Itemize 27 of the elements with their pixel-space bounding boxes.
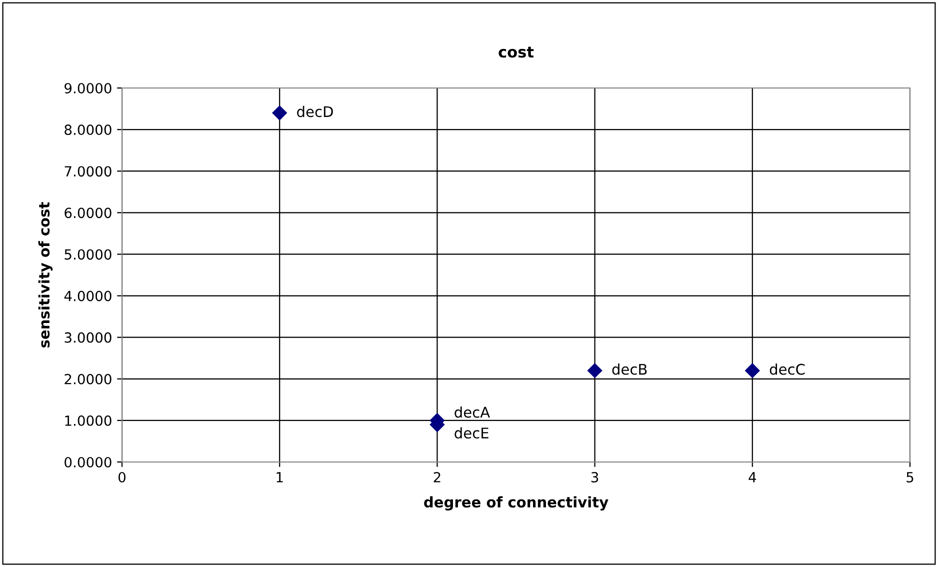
y-tick-label: 2.0000 (64, 374, 112, 384)
y-tick-label: 5.0000 (64, 249, 112, 260)
x-tick-label: 3 (591, 472, 598, 482)
y-tick-label: 6.0000 (64, 208, 112, 218)
x-tick-label: 0 (118, 472, 126, 482)
annotation: decE (454, 427, 488, 439)
y-tick-label: 0.0000 (64, 456, 112, 468)
y-tick-label: 3.0000 (64, 332, 112, 343)
x-tick-label: 5 (906, 472, 914, 482)
x-tick-label: 4 (748, 472, 756, 482)
y-tick-label: 7.0000 (64, 166, 112, 177)
point (744, 362, 760, 378)
y-tick-label: 8.0000 (64, 124, 112, 136)
annotation: decA (454, 406, 490, 418)
point (587, 362, 602, 378)
y-tick-label: 9.0000 (64, 82, 112, 94)
x-tick-label: 2 (434, 472, 440, 482)
y-axis-title: sensitivity of cost (38, 202, 53, 348)
annotation: decD (297, 106, 333, 118)
x-axis-title: degree of connectivity (424, 496, 608, 511)
point (272, 105, 288, 121)
y-tick-label: 1.0000 (65, 415, 112, 426)
annotation: decC (770, 364, 805, 375)
x-tick-label: 1 (276, 472, 283, 482)
chart-title: cost (498, 46, 534, 58)
annotation: decB (612, 364, 647, 375)
y-tick-label: 4.0000 (64, 290, 112, 302)
